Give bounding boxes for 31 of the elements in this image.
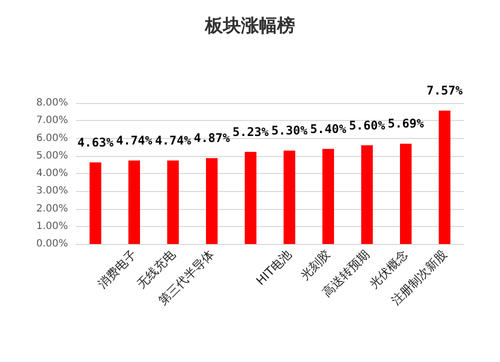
data-label: 4.63%	[77, 135, 114, 150]
bar	[284, 150, 296, 244]
data-label: 4.74%	[154, 133, 192, 148]
bar	[167, 160, 179, 244]
bar	[400, 144, 412, 244]
data-label: 5.40%	[310, 122, 348, 136]
bar	[244, 152, 256, 244]
y-tick-label: 8.00%	[36, 98, 68, 108]
x-tick-label: HIT电池	[253, 247, 294, 288]
y-tick-label: 1.00%	[36, 220, 68, 232]
data-label: 5.23%	[232, 124, 270, 139]
data-label: 5.30%	[271, 124, 308, 138]
chart-title: 板块涨幅榜	[204, 16, 295, 36]
data-label: 5.60%	[348, 118, 386, 132]
y-tick-label: 5.00%	[36, 150, 68, 162]
data-label: 5.69%	[388, 116, 425, 131]
bar	[206, 158, 218, 244]
bar	[361, 145, 373, 244]
y-tick-label: 2.00%	[36, 203, 68, 214]
bar	[322, 148, 334, 244]
bar	[90, 162, 102, 244]
bar	[438, 110, 450, 244]
data-label: 7.57%	[426, 84, 464, 98]
y-tick-label: 4.00%	[36, 168, 68, 179]
bar	[128, 160, 140, 244]
y-tick-label: 6.00%	[36, 132, 68, 144]
y-tick-label: 3.00%	[36, 186, 68, 197]
data-label: 4.74%	[116, 133, 154, 148]
y-tick-label: 0.00%	[36, 238, 68, 250]
y-tick-label: 7.00%	[36, 115, 68, 126]
data-label: 4.87%	[194, 131, 231, 146]
